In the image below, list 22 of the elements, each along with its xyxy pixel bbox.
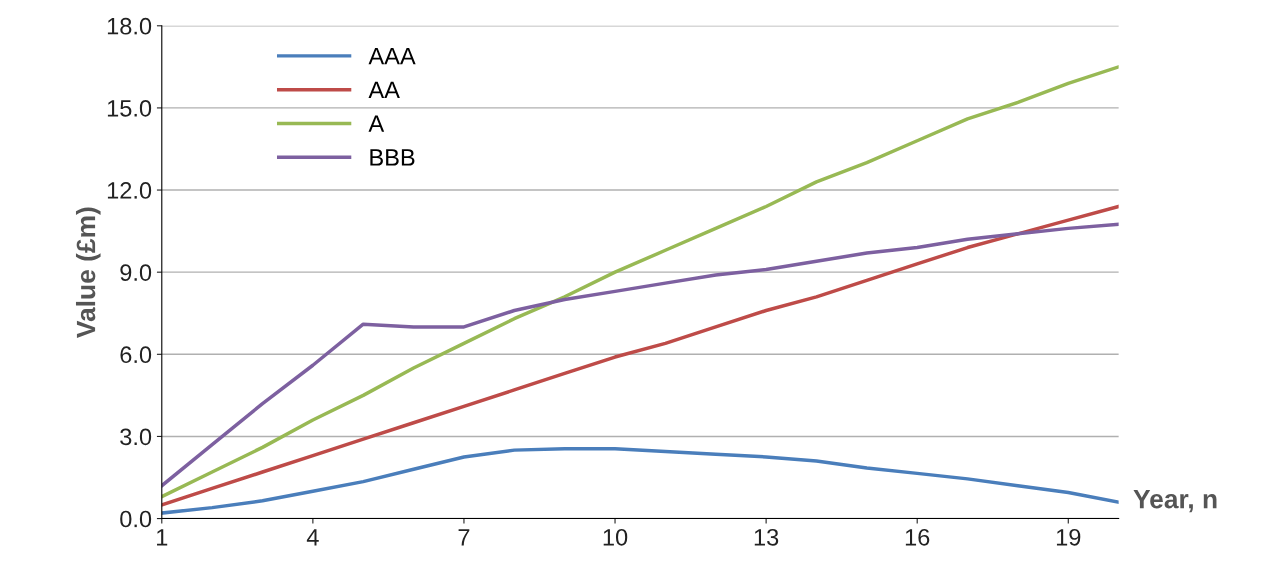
y-tick-label: 0.0: [120, 510, 152, 528]
y-tick-label: 9.0: [120, 264, 152, 281]
legend-label: BBB: [370, 149, 415, 166]
x-tick-label: 1: [157, 529, 168, 546]
legend-label: AA: [368, 81, 400, 98]
legend-label: AAA: [368, 47, 416, 65]
y-tick-label: 18.0: [107, 17, 152, 35]
line-series: [161, 447, 1119, 515]
x-axis-title: Year, n: [1133, 490, 1217, 513]
line-series: [161, 65, 1119, 499]
y-tick-label: 12.0: [107, 182, 152, 199]
x-tick-label: 16: [905, 528, 930, 546]
x-tick-label: 4: [306, 529, 319, 546]
y-tick-label: 15.0: [107, 99, 152, 117]
x-tick-label: 10: [603, 528, 628, 546]
x-tick-label: 13: [754, 528, 779, 546]
x-tick-label: 7: [458, 529, 470, 546]
y-axis-title: Value (£m): [75, 207, 101, 338]
y-tick-label: 3.0: [120, 428, 152, 446]
legend-label: A: [368, 115, 385, 132]
x-tick-label: 19: [1056, 528, 1081, 546]
y-tick-label: 6.0: [120, 346, 152, 364]
